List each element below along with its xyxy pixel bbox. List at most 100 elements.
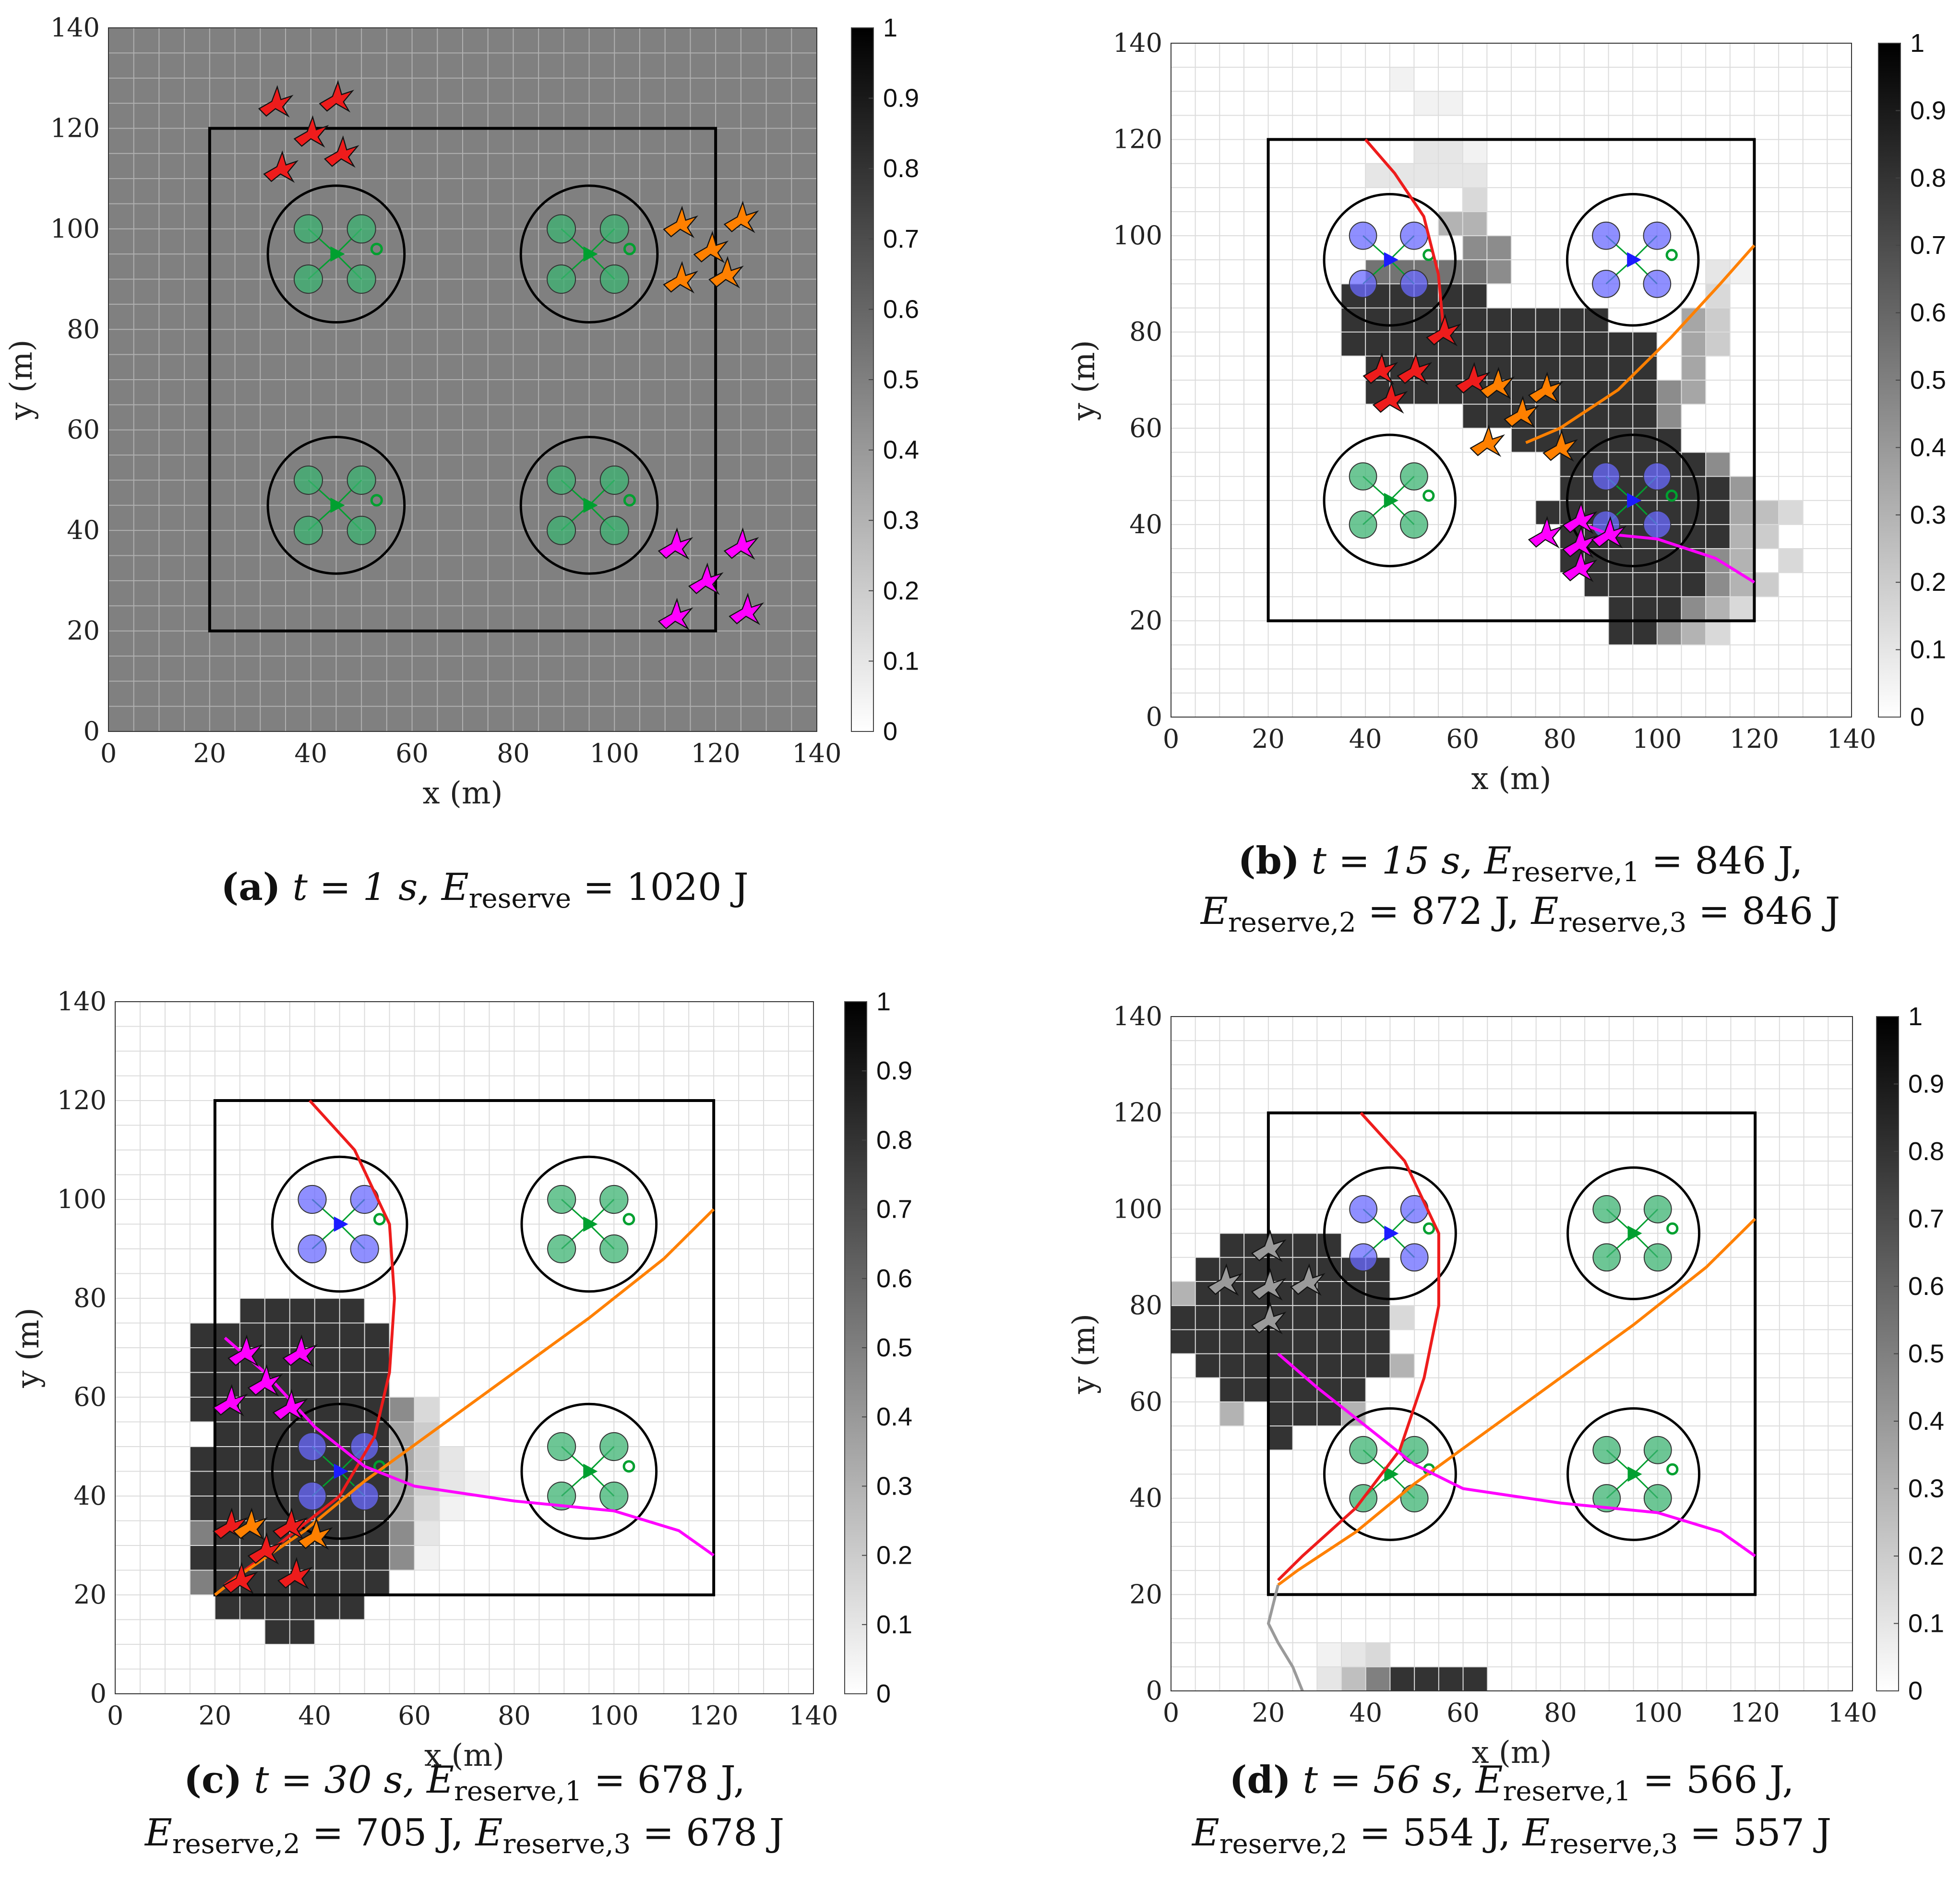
defender-agent <box>599 1234 629 1264</box>
heatmap-cell <box>1292 1377 1317 1402</box>
caption-part: = 566 J, <box>1631 1759 1794 1802</box>
heatmap-cell <box>414 1471 440 1497</box>
leader-marker <box>583 497 598 513</box>
heatmap-cell <box>1365 308 1390 333</box>
heatmap-cell <box>314 1397 340 1422</box>
heatmap-cell <box>1171 1329 1196 1354</box>
x-tick-label: 100 <box>1632 724 1682 754</box>
y-tick-label: 100 <box>1113 220 1162 251</box>
heatmap-cell <box>1268 1329 1293 1354</box>
x-tick-label: 20 <box>1252 724 1285 754</box>
heatmap-cell <box>1438 260 1463 284</box>
defender-agent <box>547 465 576 495</box>
zone-circle <box>266 435 406 575</box>
colorbar-tick-label: 0.3 <box>876 1472 912 1500</box>
heatmap-cell <box>1487 404 1512 429</box>
heatmap-cell <box>1584 404 1609 429</box>
heatmap-cell <box>239 1471 265 1497</box>
caption-part: = 872 J, <box>1356 890 1531 933</box>
heatmap-cell <box>1706 452 1731 477</box>
y-tick-label: 40 <box>1129 509 1162 539</box>
defender-agent <box>293 264 323 294</box>
heatmap-cell <box>1244 1257 1269 1282</box>
heatmap-cell <box>1706 597 1731 621</box>
heatmap-cell <box>314 1372 340 1398</box>
heatmap-cell <box>414 1397 440 1422</box>
heatmap-cell <box>1487 332 1512 357</box>
defender-agent <box>599 1481 629 1511</box>
heatmap-cell <box>364 1323 390 1348</box>
protected-zone <box>1323 193 1457 327</box>
defender-agent <box>547 214 576 244</box>
heatmap-cell <box>1730 597 1755 621</box>
heatmap-cell <box>190 1348 215 1373</box>
heatmap-cell <box>1681 597 1706 621</box>
axes-frame <box>1171 43 1852 718</box>
x-tick-label: 120 <box>691 738 741 768</box>
x-tick-label: 80 <box>1543 724 1577 754</box>
heatmap-cell <box>1219 1233 1244 1258</box>
heatmap-cell <box>314 1348 340 1373</box>
tick-labels: 0 20 40 60 80 100 120 140 0 20 40 60 80 100 120 140 <box>50 12 842 768</box>
heatmap-cell <box>1195 1329 1220 1354</box>
y-axis-label: y (m) <box>1066 340 1102 420</box>
x-tick-label: 80 <box>1544 1698 1577 1728</box>
heatmap-cell <box>1389 67 1414 92</box>
heatmap-cell <box>1608 549 1633 573</box>
heatmap-cell <box>1730 524 1755 549</box>
heatmap-cell <box>289 1595 315 1620</box>
y-tick-label: 120 <box>50 113 100 143</box>
panel-caption: (b) t = 15 s, Ereserve,1 = 846 J, <box>1238 839 1803 888</box>
heatmap-cell <box>1706 476 1731 501</box>
heatmap-cell <box>1560 332 1585 357</box>
defender-agent <box>599 515 629 545</box>
axes-frame <box>1171 1016 1853 1691</box>
leader-marker <box>330 246 345 262</box>
y-tick-label: 60 <box>1129 413 1162 443</box>
target-marker <box>370 242 383 255</box>
defender-agent <box>350 1234 379 1264</box>
area-boundary <box>213 1099 716 1596</box>
colorbar-tick-label: 0.9 <box>1908 1070 1944 1099</box>
x-tick-label: 40 <box>298 1700 331 1731</box>
colorbar-tick-label: 0.9 <box>883 84 919 113</box>
heatmap-cell <box>1681 500 1706 525</box>
defender-agent <box>1400 1484 1429 1512</box>
heatmap-cell <box>339 1545 365 1570</box>
y-tick-label: 80 <box>73 1283 107 1313</box>
x-tick-label: 20 <box>1252 1698 1285 1728</box>
y-axis-label: y (m) <box>11 1307 46 1388</box>
colorbar-tick-label: 0.9 <box>876 1056 912 1085</box>
heatmap-cell <box>389 1496 415 1521</box>
heatmap-cell <box>1681 380 1706 405</box>
heatmap-cell <box>289 1619 315 1645</box>
panel-c: 0 20 40 60 80 100 120 140 0 20 40 60 80 100 120 140 x (m… <box>11 986 912 1860</box>
heatmap-cell <box>1681 621 1706 646</box>
defender-agent <box>1349 1436 1378 1464</box>
x-tick-label: 120 <box>1730 724 1779 754</box>
colorbar-tick-label: 1 <box>1910 29 1924 58</box>
heatmap-cell <box>239 1595 265 1620</box>
heatmap-cell <box>1317 1642 1342 1667</box>
zone-circle <box>519 435 659 575</box>
heatmap-cell <box>414 1521 440 1546</box>
heatmap-cell <box>314 1595 340 1620</box>
defender-agent <box>599 264 629 294</box>
colorbar-tick-label: 0.2 <box>1910 568 1946 597</box>
heatmap-cell <box>1463 1666 1488 1691</box>
y-tick-label: 0 <box>1146 1676 1162 1706</box>
caption-part: reserve,3 <box>502 1829 631 1860</box>
heatmap-cell <box>190 1496 215 1521</box>
y-tick-label: 40 <box>73 1481 107 1511</box>
colorbar-tick-label: 0.4 <box>1910 433 1946 462</box>
heatmap-cell <box>1462 260 1487 284</box>
colorbar-tick-label: 0.3 <box>1908 1474 1944 1503</box>
heatmap-cell <box>1657 573 1682 597</box>
x-axis-label: x (m) <box>1471 1735 1552 1771</box>
heatmap-cell <box>1317 1666 1342 1691</box>
defender-agent <box>347 465 376 495</box>
heatmap-cell <box>339 1521 365 1546</box>
heatmap-cell <box>1608 356 1633 381</box>
colorbar-tick-label: 0.7 <box>1910 231 1946 260</box>
heatmap-cell <box>1633 332 1658 357</box>
